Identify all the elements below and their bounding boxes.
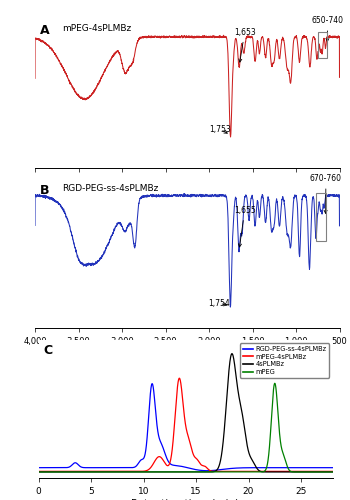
mPEG-4sPLMBz <box>146 467 150 473</box>
Line: mPEG: mPEG <box>38 384 332 472</box>
4sPLMBz <box>278 469 282 475</box>
4sPLMBz <box>146 469 150 475</box>
mPEG <box>330 469 335 475</box>
RGD-PEG-ss-4sPLMBz <box>205 468 209 473</box>
Line: RGD-PEG-ss-4sPLMBz: RGD-PEG-ss-4sPLMBz <box>38 384 332 470</box>
Text: 1,653: 1,653 <box>234 28 256 62</box>
mPEG-4sPLMBz <box>268 468 272 474</box>
Text: 1,753: 1,753 <box>209 125 231 134</box>
Legend: RGD-PEG-ss-4sPLMBz, mPEG-4sPLMBz, 4sPLMBz, mPEG: RGD-PEG-ss-4sPLMBz, mPEG-4sPLMBz, 4sPLMB… <box>240 344 329 378</box>
RGD-PEG-ss-4sPLMBz <box>169 462 173 468</box>
mPEG <box>268 437 272 443</box>
mPEG <box>278 439 282 445</box>
X-axis label: Retention time (min): Retention time (min) <box>132 498 239 500</box>
Text: mPEG-4sPLMBz: mPEG-4sPLMBz <box>62 24 132 34</box>
RGD-PEG-ss-4sPLMBz <box>36 464 41 470</box>
mPEG-4sPLMBz <box>330 468 335 474</box>
RGD-PEG-ss-4sPLMBz <box>150 380 154 386</box>
RGD-PEG-ss-4sPLMBz <box>279 464 283 470</box>
Text: A: A <box>40 24 49 38</box>
4sPLMBz <box>329 469 333 475</box>
Text: 670-760: 670-760 <box>310 174 342 214</box>
4sPLMBz <box>169 469 173 475</box>
mPEG-4sPLMBz <box>278 468 282 474</box>
Bar <box>316 193 326 241</box>
Text: C: C <box>43 344 52 357</box>
mPEG-4sPLMBz <box>36 468 41 474</box>
Text: 1,655: 1,655 <box>234 206 256 247</box>
4sPLMBz <box>214 468 218 473</box>
RGD-PEG-ss-4sPLMBz <box>330 464 335 470</box>
4sPLMBz <box>230 350 234 356</box>
mPEG <box>329 469 333 475</box>
mPEG <box>214 469 218 475</box>
Bar <box>318 32 327 58</box>
Text: 650-740: 650-740 <box>312 16 344 42</box>
mPEG <box>273 380 277 386</box>
mPEG <box>36 469 41 475</box>
X-axis label: Wavenumber (cm⁻¹): Wavenumber (cm⁻¹) <box>134 348 240 358</box>
RGD-PEG-ss-4sPLMBz <box>215 467 219 473</box>
mPEG-4sPLMBz <box>329 468 333 474</box>
mPEG-4sPLMBz <box>169 454 173 460</box>
Text: RGD-PEG-ss-4sPLMBz: RGD-PEG-ss-4sPLMBz <box>62 184 159 194</box>
RGD-PEG-ss-4sPLMBz <box>146 425 150 431</box>
mPEG-4sPLMBz <box>177 375 181 381</box>
Text: B: B <box>40 184 49 198</box>
Line: 4sPLMBz: 4sPLMBz <box>38 354 332 472</box>
mPEG <box>146 469 150 475</box>
Line: mPEG-4sPLMBz: mPEG-4sPLMBz <box>38 378 332 472</box>
4sPLMBz <box>36 469 41 475</box>
4sPLMBz <box>330 469 335 475</box>
RGD-PEG-ss-4sPLMBz <box>329 464 333 470</box>
RGD-PEG-ss-4sPLMBz <box>268 464 272 470</box>
mPEG-4sPLMBz <box>214 468 218 474</box>
4sPLMBz <box>268 469 272 475</box>
Text: 1,754: 1,754 <box>209 299 230 308</box>
mPEG <box>169 469 173 475</box>
